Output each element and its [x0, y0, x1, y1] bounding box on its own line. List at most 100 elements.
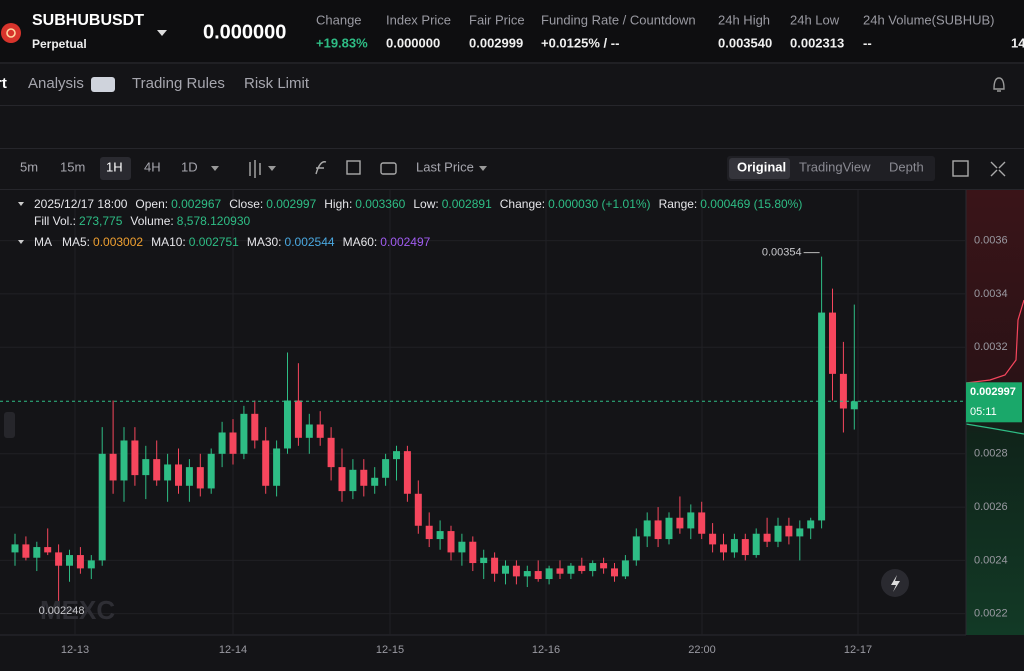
- candle-body: [567, 565, 575, 574]
- coin-logo: [1, 23, 21, 43]
- candle-body: [698, 512, 706, 534]
- y-tick-label: 0.0022: [974, 608, 1008, 620]
- info-value: 0.002997: [266, 197, 316, 211]
- candle-body: [22, 544, 30, 558]
- candle-body: [741, 539, 749, 556]
- interval[interactable]: 5m: [20, 159, 38, 174]
- ma-info: MA5: 0.003002 MA10: 0.002751 MA30: 0.002544 MA…: [62, 235, 431, 249]
- stat-value: 0.003540: [718, 35, 772, 50]
- stat-label: 24h Low: [790, 12, 840, 27]
- fullscreen-icon[interactable]: [990, 161, 1006, 177]
- interval-dropdown[interactable]: [211, 166, 219, 171]
- x-tick-label: 22:00: [688, 644, 716, 656]
- divider: [0, 148, 1024, 149]
- interval[interactable]: 1H: [106, 159, 123, 174]
- candle-body: [349, 469, 357, 492]
- info-label: Fill Vol.:: [34, 214, 76, 228]
- info-label: Open:: [135, 197, 168, 211]
- x-tick-label: 12-16: [532, 644, 560, 656]
- panel-icon[interactable]: [952, 160, 969, 177]
- bell-icon[interactable]: [993, 77, 1005, 92]
- indicator-icon[interactable]: [315, 161, 327, 175]
- candle-body: [403, 451, 411, 494]
- candle-body: [44, 547, 52, 553]
- info-label: MA5:: [62, 235, 90, 249]
- candle-body: [763, 533, 771, 542]
- candle-body: [66, 555, 73, 566]
- candle-body: [11, 544, 19, 553]
- candle-body: [676, 517, 684, 529]
- candle-body: [316, 424, 324, 438]
- interval[interactable]: 15m: [60, 159, 85, 174]
- interval[interactable]: 1D: [181, 159, 198, 174]
- interval[interactable]: 4H: [144, 159, 161, 174]
- info-value: 0.002497: [380, 235, 430, 249]
- candle-body: [709, 533, 717, 545]
- expand-caret: [18, 202, 24, 206]
- camera-icon[interactable]: [380, 162, 397, 175]
- active-view-bg: [729, 158, 790, 179]
- candle-body: [360, 469, 368, 486]
- x-tick-label: 12-13: [61, 644, 89, 656]
- countdown: 05:11: [970, 406, 997, 418]
- candle-body: [839, 373, 847, 409]
- candle-body: [262, 440, 270, 486]
- high-annotation: 0.00354: [762, 247, 802, 259]
- candle-body: [33, 547, 41, 558]
- candle-body: [730, 539, 738, 553]
- symbol-dropdown[interactable]: [157, 30, 167, 36]
- coin-logo-mark: [6, 28, 16, 38]
- price-type[interactable]: Last Price: [416, 159, 474, 174]
- candle-body: [785, 525, 793, 537]
- candle-body: [469, 541, 477, 564]
- lightning-icon: [891, 575, 900, 592]
- stat-value: 0.002999: [469, 35, 523, 50]
- low-annotation: 0.002248: [39, 605, 85, 617]
- tab[interactable]: rt: [0, 75, 7, 92]
- info-label: MA30:: [247, 235, 282, 249]
- tab[interactable]: Risk Limit: [244, 75, 310, 92]
- candle-body: [382, 459, 390, 478]
- candle-body: [720, 544, 727, 553]
- candle-type-icon[interactable]: [249, 160, 261, 178]
- candle-body: [654, 520, 662, 540]
- stat-value: 0.000000: [386, 35, 440, 50]
- candle-body: [76, 555, 84, 569]
- view-option[interactable]: Original: [737, 159, 786, 174]
- candle-body: [131, 440, 139, 476]
- stat-label: 24h Volume(SUBHUB): [863, 12, 995, 27]
- candle-body: [327, 437, 335, 468]
- candle-body: [284, 400, 291, 449]
- stat-value: --: [863, 35, 872, 50]
- volume-info: Fill Vol.: 273,775 Volume: 8,578.120930: [34, 214, 250, 228]
- y-tick-label: 0.0028: [974, 448, 1008, 460]
- candle-body: [436, 531, 444, 540]
- layout-icon[interactable]: [346, 160, 361, 175]
- tab[interactable]: Analysis: [28, 75, 84, 92]
- candle-body: [523, 571, 531, 577]
- watermark: MEXC: [40, 595, 115, 625]
- ticker-bar: [0, 0, 1024, 62]
- info-value: 0.002751: [189, 235, 239, 249]
- y-tick-label: 0.0024: [974, 554, 1008, 566]
- view-option[interactable]: Depth: [889, 159, 924, 174]
- active-interval-bg: [100, 157, 131, 180]
- stat-label: Fair Price: [469, 12, 525, 27]
- candle-body: [600, 563, 608, 569]
- x-tick-label: 12-14: [219, 644, 247, 656]
- info-value: 0.000030 (+1.01%): [548, 197, 650, 211]
- stat-value: 14: [1011, 35, 1024, 50]
- view-option[interactable]: TradingView: [799, 159, 871, 174]
- candle-body: [425, 525, 433, 540]
- tab[interactable]: Trading Rules: [132, 75, 225, 92]
- stat-value: +19.83%: [316, 35, 368, 50]
- divider: [0, 189, 1024, 190]
- collapse-handle[interactable]: [4, 412, 15, 438]
- info-label: MA60:: [343, 235, 378, 249]
- ma-label: MA: [34, 235, 52, 249]
- candle-body: [480, 557, 488, 564]
- candle-body: [687, 512, 695, 529]
- candle-body: [774, 525, 782, 542]
- candle-body: [185, 467, 193, 486]
